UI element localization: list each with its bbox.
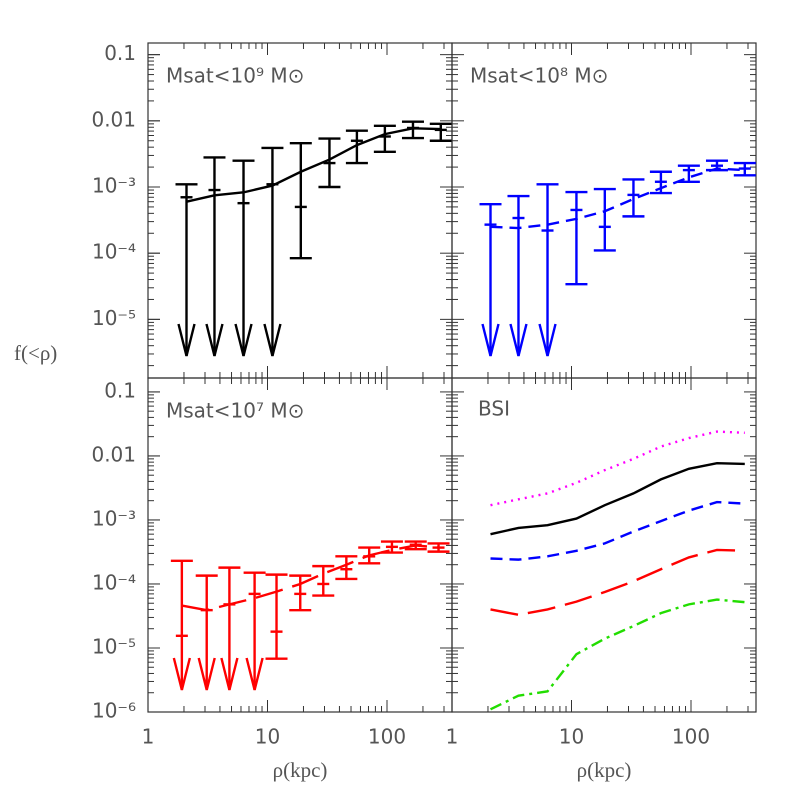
line: [490, 462, 745, 536]
x-tick-label: 10: [559, 725, 584, 749]
y-axis-label: f(<ρ): [14, 341, 57, 365]
y-tick-label: 0.1: [104, 378, 136, 402]
y-tick-label: 0.1: [104, 41, 136, 65]
panel-title: BSI: [478, 397, 510, 421]
x-axis-label: ρ(kpc): [273, 758, 328, 782]
line: [490, 500, 745, 561]
upper-limit-arrow: [197, 657, 216, 691]
panel-frame: [451, 377, 757, 713]
upper-limit-arrow: [509, 323, 528, 357]
panel-frame: [147, 377, 453, 713]
y-tick-label: 0.01: [91, 107, 136, 131]
x-tick-label: 100: [672, 725, 710, 749]
y-tick-label: 10⁻⁶: [92, 699, 136, 723]
line: [181, 544, 439, 612]
line: [490, 167, 745, 230]
x-tick-label: 1: [142, 725, 155, 749]
upper-limit-arrow: [263, 323, 282, 357]
x-axis-label: ρ(kpc): [577, 758, 632, 782]
line: [490, 430, 745, 507]
y-tick-label: 10⁻⁴: [92, 240, 136, 264]
y-tick-label: 10⁻⁵: [92, 306, 136, 330]
x-tick-label: 10: [255, 725, 280, 749]
line: [186, 127, 441, 203]
upper-limit-arrow: [234, 323, 253, 357]
legend-label: Msat<10⁹ M⊙: [166, 64, 304, 88]
y-tick-label: 0.01: [91, 442, 136, 466]
upper-limit-arrow: [177, 323, 196, 357]
upper-limit-arrow: [245, 657, 264, 691]
upper-limit-arrow: [172, 657, 192, 691]
legend-label: Msat<10⁷ M⊙: [166, 399, 304, 423]
legend-label: Msat<10⁸ M⊙: [470, 64, 608, 88]
line: [490, 548, 745, 617]
upper-limit-arrow: [481, 323, 500, 357]
upper-limit-arrow: [538, 323, 557, 357]
x-tick-label: 100: [368, 725, 406, 749]
y-tick-label: 10⁻⁴: [92, 570, 136, 594]
upper-limit-arrow: [205, 323, 224, 357]
x-tick-label: 1: [446, 725, 459, 749]
line: [489, 598, 745, 711]
y-tick-label: 10⁻⁵: [92, 634, 136, 658]
y-tick-label: 10⁻³: [92, 174, 136, 198]
y-tick-label: 10⁻³: [92, 506, 136, 530]
upper-limit-arrow: [220, 657, 239, 691]
